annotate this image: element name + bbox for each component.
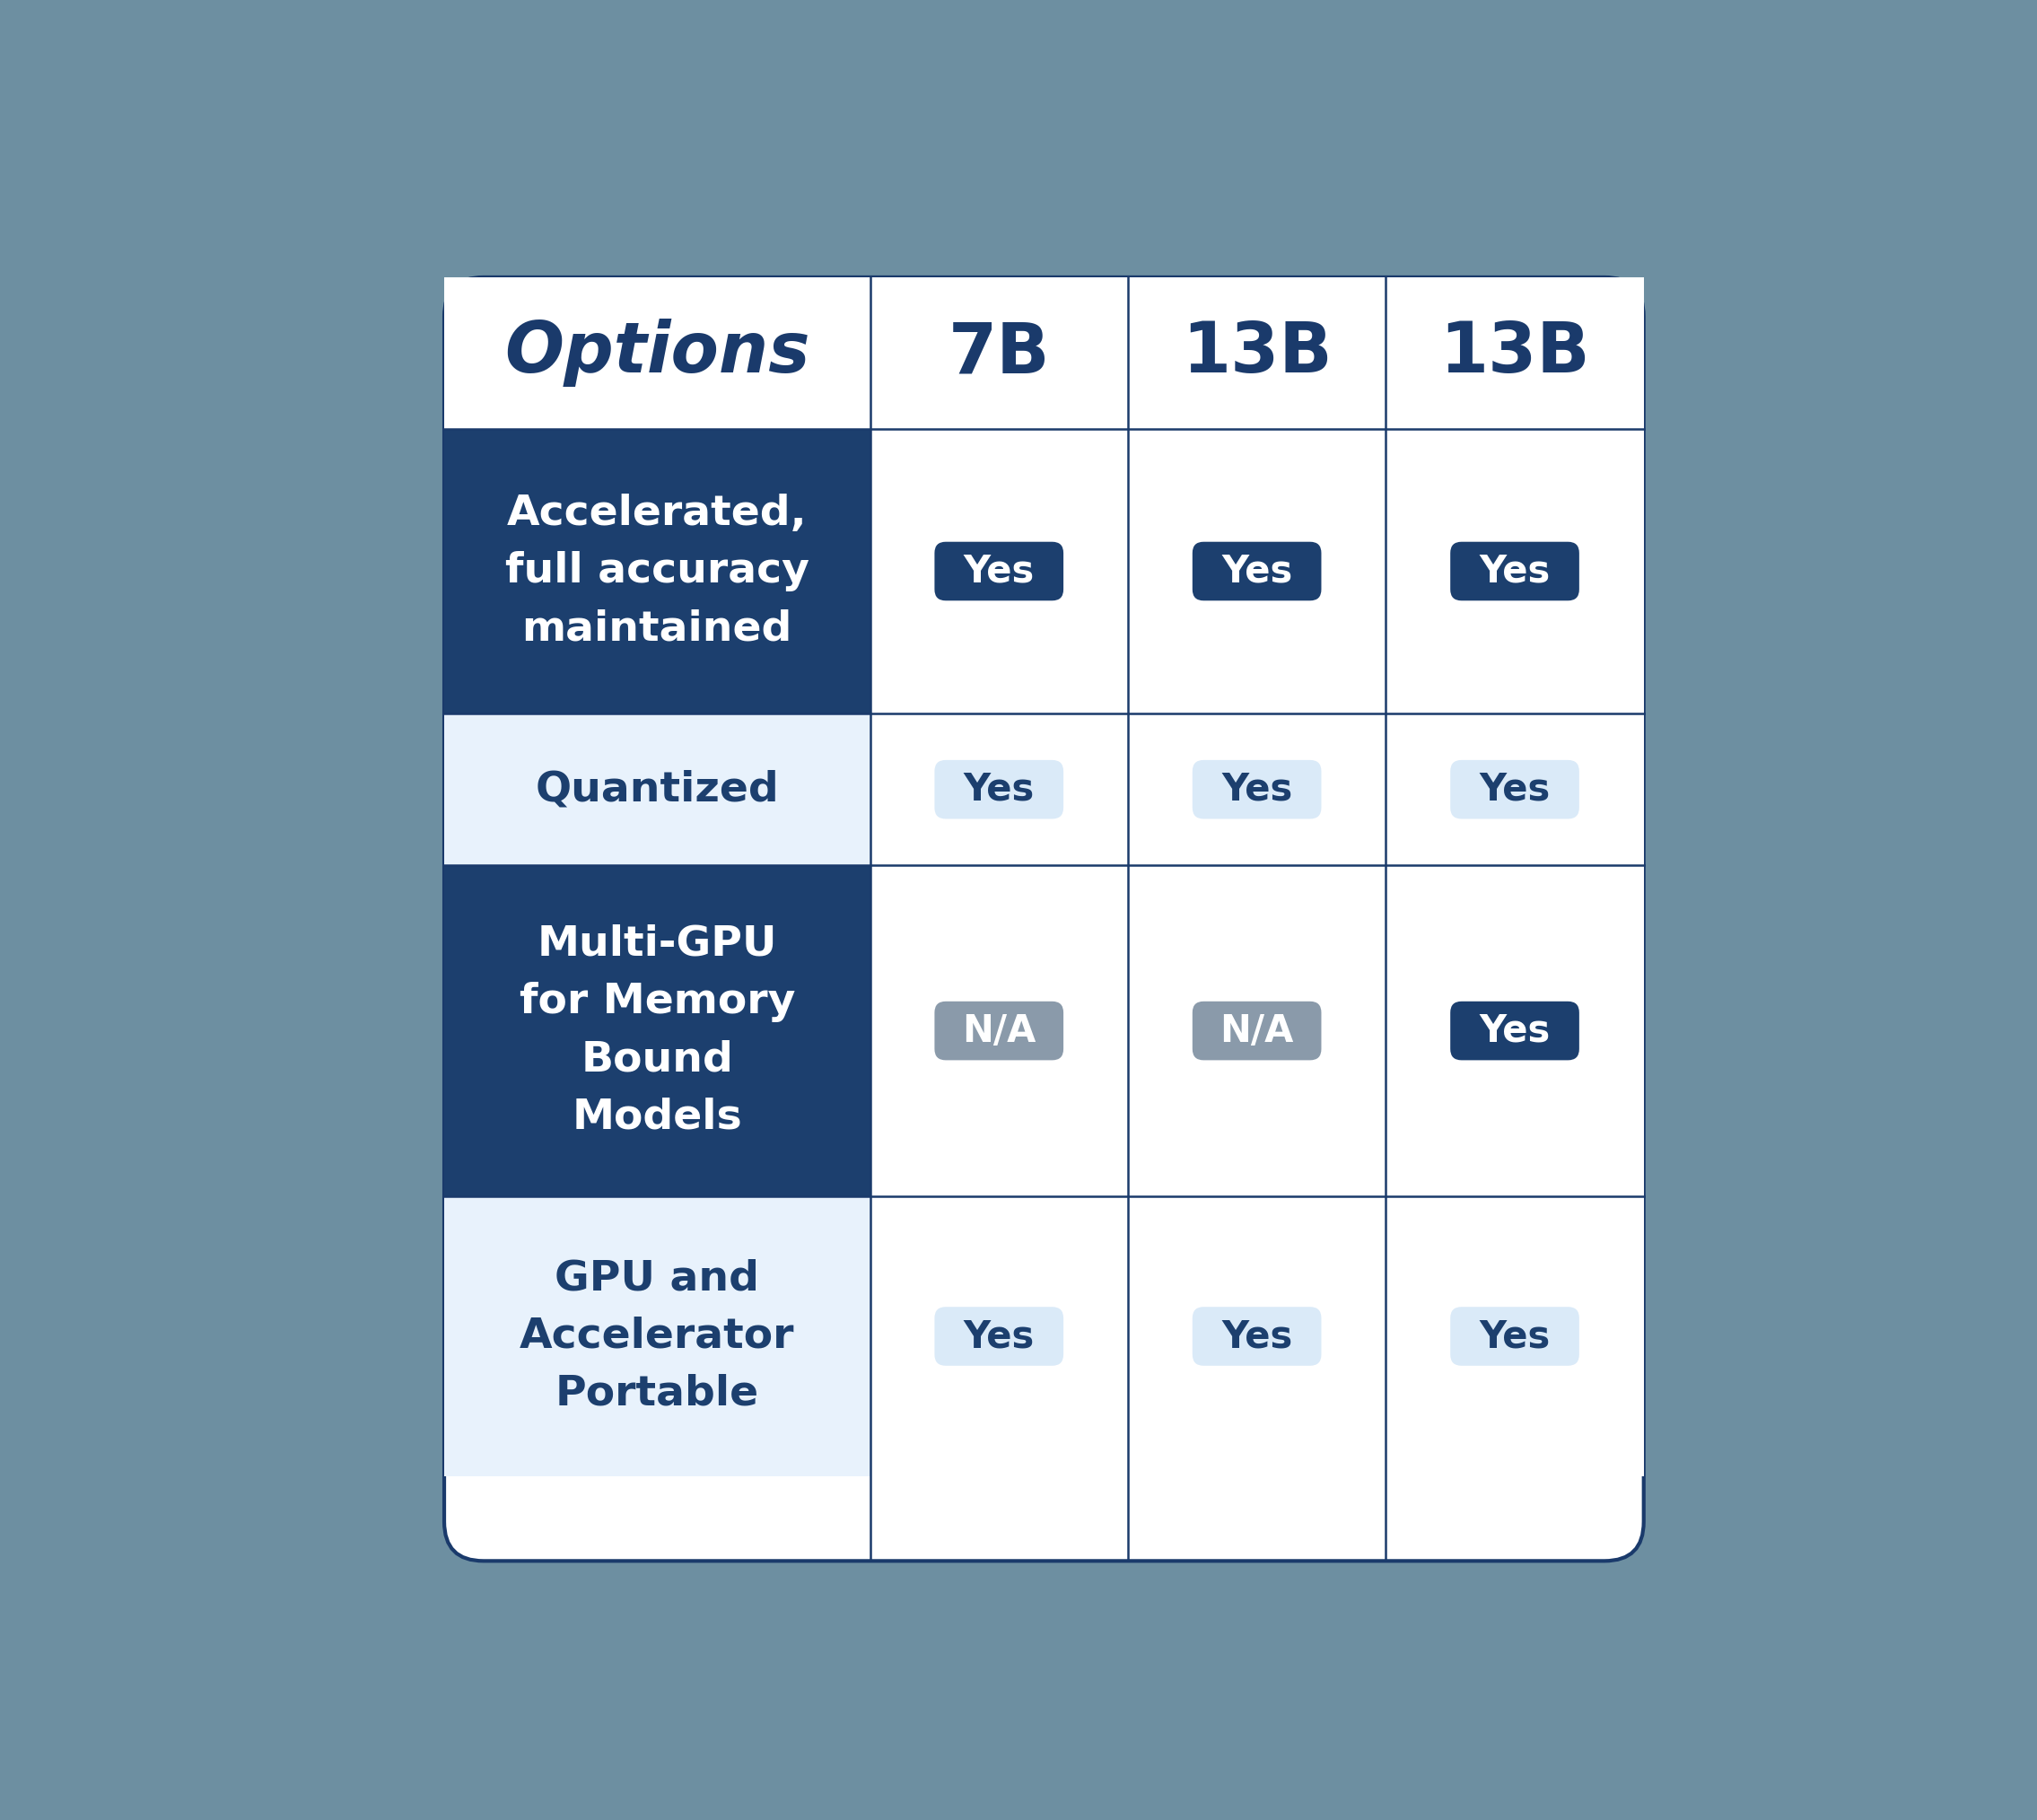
Bar <box>444 864 870 1196</box>
FancyBboxPatch shape <box>1192 1001 1322 1061</box>
Text: Quantized: Quantized <box>536 770 778 810</box>
Bar <box>444 1196 870 1476</box>
Bar <box>1128 864 1385 1196</box>
Text: Yes: Yes <box>1479 1318 1550 1356</box>
Bar <box>444 430 870 713</box>
FancyBboxPatch shape <box>935 761 1063 819</box>
Text: Options: Options <box>505 318 811 388</box>
Bar <box>1385 277 1644 430</box>
Bar <box>1128 1196 1385 1476</box>
Text: 13B: 13B <box>1181 318 1332 388</box>
Bar <box>870 864 1128 1196</box>
FancyBboxPatch shape <box>935 542 1063 601</box>
Text: N/A: N/A <box>1220 1012 1293 1050</box>
Bar <box>1385 1196 1644 1476</box>
Bar <box>1128 430 1385 713</box>
Text: 13B: 13B <box>1440 318 1591 388</box>
Text: Accelerated,
full accuracy
maintained: Accelerated, full accuracy maintained <box>505 493 809 650</box>
Bar <box>444 277 870 430</box>
FancyBboxPatch shape <box>444 277 1644 1562</box>
Text: Yes: Yes <box>1479 770 1550 808</box>
Text: Yes: Yes <box>1222 770 1291 808</box>
Text: Multi-GPU
for Memory
Bound
Models: Multi-GPU for Memory Bound Models <box>519 925 794 1138</box>
Bar <box>870 1196 1128 1476</box>
FancyBboxPatch shape <box>1192 542 1322 601</box>
Text: Yes: Yes <box>1222 553 1291 590</box>
Bar <box>1128 277 1385 430</box>
Bar <box>870 430 1128 713</box>
FancyBboxPatch shape <box>935 1307 1063 1365</box>
Bar <box>1385 430 1644 713</box>
Bar <box>1385 713 1644 864</box>
Bar <box>1128 713 1385 864</box>
Text: 7B: 7B <box>947 318 1049 388</box>
Text: Yes: Yes <box>1222 1318 1291 1356</box>
Text: GPU and
Accelerator
Portable: GPU and Accelerator Portable <box>519 1258 794 1414</box>
FancyBboxPatch shape <box>1450 1307 1579 1365</box>
FancyBboxPatch shape <box>1192 761 1322 819</box>
Bar <box>870 277 1128 430</box>
FancyBboxPatch shape <box>1450 761 1579 819</box>
Text: Yes: Yes <box>1479 553 1550 590</box>
Text: N/A: N/A <box>961 1012 1037 1050</box>
Bar <box>444 713 870 864</box>
Bar <box>870 713 1128 864</box>
Bar <box>1385 864 1644 1196</box>
FancyBboxPatch shape <box>1450 542 1579 601</box>
Text: Yes: Yes <box>964 770 1035 808</box>
Text: Yes: Yes <box>964 553 1035 590</box>
FancyBboxPatch shape <box>1192 1307 1322 1365</box>
FancyBboxPatch shape <box>1450 1001 1579 1061</box>
Text: Yes: Yes <box>1479 1012 1550 1050</box>
FancyBboxPatch shape <box>935 1001 1063 1061</box>
Text: Yes: Yes <box>964 1318 1035 1356</box>
